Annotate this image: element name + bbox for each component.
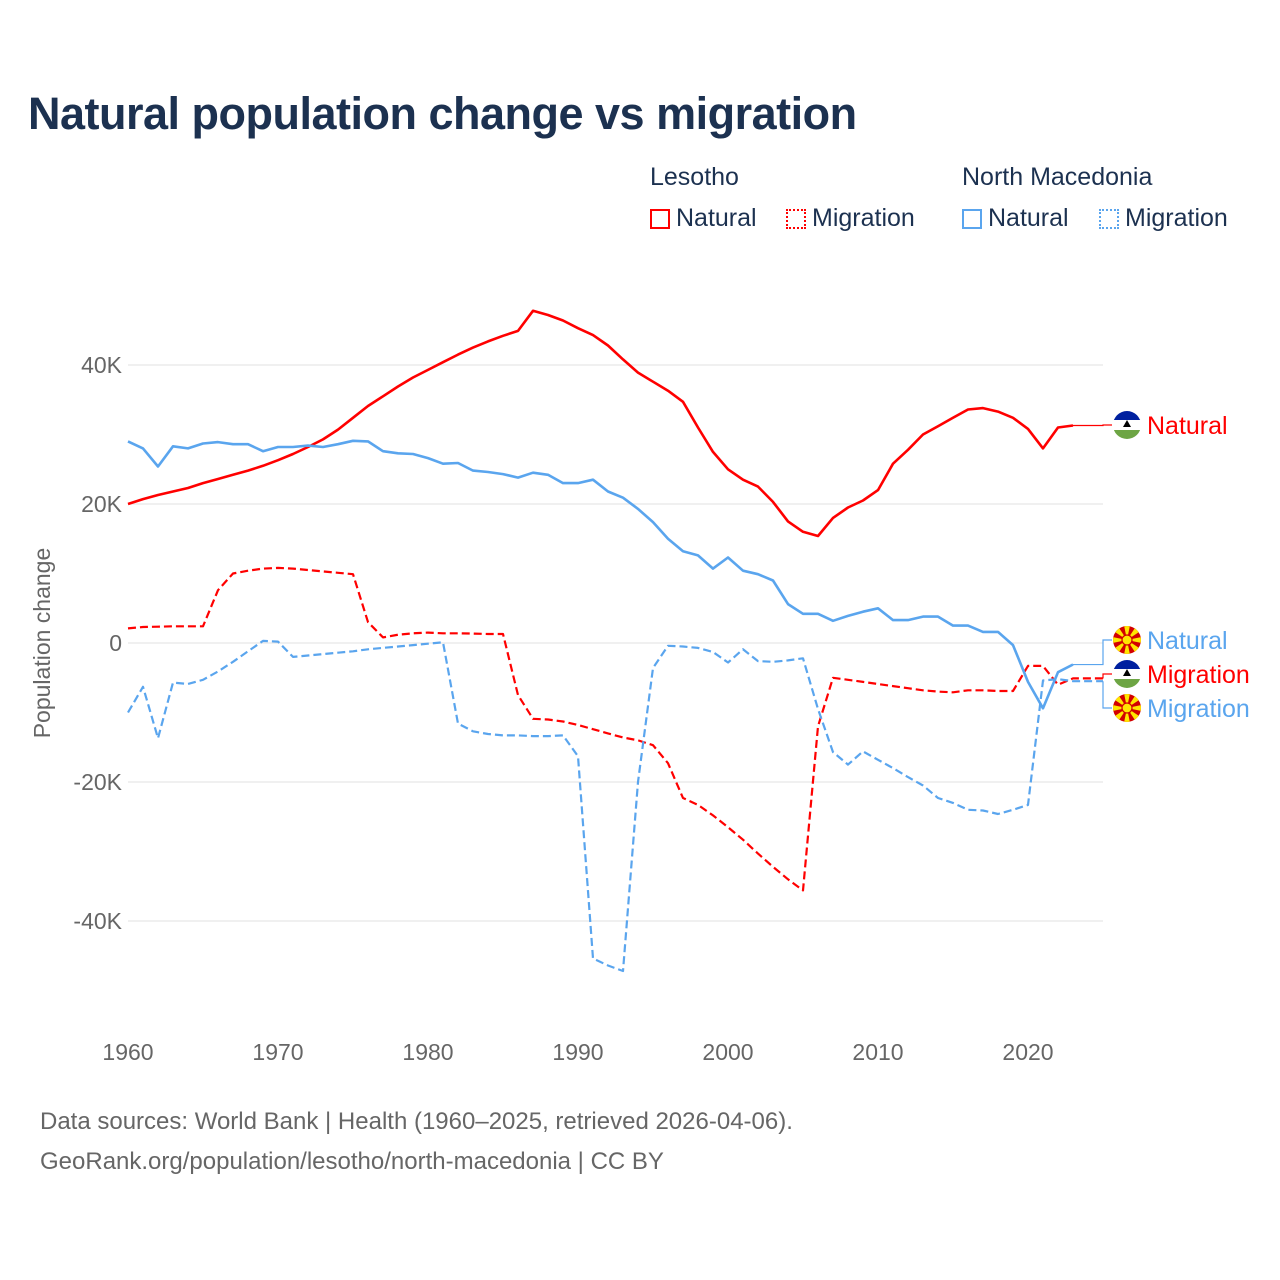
series-line-lesotho-natural [127,309,1074,538]
end-label-north-macedonia-natural: Natural [1147,627,1228,655]
end-label-lesotho-migration: Migration [1147,661,1250,689]
legend-label: Natural [988,204,1069,232]
end-label-lesotho-natural: Natural [1147,412,1228,440]
legend-swatch-solid-icon [962,208,982,229]
series-line-lesotho-migration [127,566,1103,892]
legend-north-macedonia-natural[interactable]: Natural [962,204,1069,233]
x-tick-label: 2010 [852,1039,903,1065]
footer-link[interactable]: GeoRank.org/population/lesotho/north-mac… [40,1148,664,1175]
lesotho-flag-icon [1113,660,1141,688]
footer-sources: Data sources: World Bank | Health (1960–… [40,1108,793,1135]
legend-swatch-dotted-icon [786,208,806,229]
lesotho-flag-icon [1113,411,1141,439]
end-label-north-macedonia-migration: Migration [1147,695,1250,723]
y-tick-label: -40K [73,908,122,934]
legend-swatch-dotted-icon [1099,208,1119,229]
x-tick-label: 1960 [102,1039,153,1065]
series-line-north-macedonia-natural [127,439,1074,710]
north-macedonia-flag-icon [1113,626,1141,654]
y-tick-label: 40K [81,352,123,378]
y-tick-label: -20K [73,769,122,795]
legend-lesotho-migration[interactable]: Migration [786,204,915,233]
x-tick-label: 1990 [552,1039,603,1065]
label-connector [1102,681,1112,709]
legend-group-north-macedonia: North Macedonia [962,163,1153,191]
x-tick-label: 2020 [1002,1039,1053,1065]
x-tick-label: 1970 [252,1039,303,1065]
y-tick-label: 0 [109,630,122,656]
label-connector [1102,673,1112,679]
legend-group-lesotho: Lesotho [650,163,739,191]
legend-label: Migration [812,204,915,232]
legend-north-macedonia-migration[interactable]: Migration [1099,204,1228,233]
series-line-north-macedonia-migration [127,639,1103,973]
legend-label: Natural [676,204,757,232]
legend-swatch-solid-icon [650,208,670,229]
north-macedonia-flag-icon [1113,694,1141,722]
y-tick-label: 20K [81,491,123,517]
label-connector [1073,639,1112,666]
y-axis-label: Population change [29,548,55,739]
legend-label: Migration [1125,204,1228,232]
chart-title: Natural population change vs migration [28,88,857,139]
x-tick-label: 1980 [402,1039,453,1065]
x-tick-label: 2000 [702,1039,753,1065]
legend-lesotho-natural[interactable]: Natural [650,204,757,233]
